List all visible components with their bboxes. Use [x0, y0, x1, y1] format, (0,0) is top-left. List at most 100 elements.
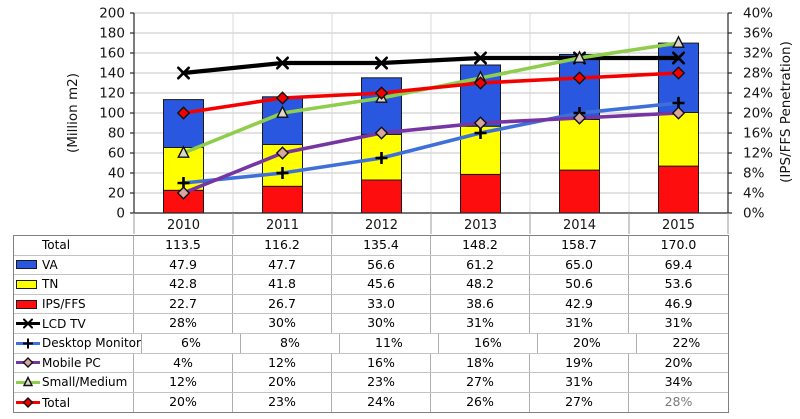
right-axis-tick-label: 32% [743, 46, 773, 62]
legend-swatch-box [14, 279, 42, 289]
left-axis-tick-label: 20 [108, 186, 125, 202]
line-series-total [176, 66, 686, 120]
data-table: Total 113.5 116.2 135.4 148.2 158.7 170.0 VA 47.… [13, 235, 729, 414]
legend-swatch-box [14, 356, 42, 369]
value-cell: 12% [233, 353, 332, 373]
plus-marker [23, 338, 33, 349]
x-marker [177, 66, 190, 80]
diamond-marker [572, 111, 587, 125]
combo-chart: 200 40% 180 36% 160 32% 140 28% 120 24% 100 20% 80 16… [65, 6, 794, 234]
bars-group [163, 42, 699, 214]
value-cell: 6% [142, 333, 241, 353]
x-axis-label: 2014 [563, 218, 596, 233]
value-cell: 4% [134, 353, 233, 373]
x-marker [672, 51, 685, 65]
row-label-cell: Mobile PC [14, 353, 134, 373]
triangle-marker [22, 375, 34, 387]
value-cell: 20% [134, 392, 233, 413]
value-cell: 16% [332, 353, 431, 373]
value-cell: 61.2 [431, 255, 530, 275]
diamond-legend-swatch [16, 397, 40, 409]
row-label: LCD TV [42, 316, 86, 331]
diamond-marker [176, 106, 191, 120]
legend-marker [23, 318, 33, 329]
right-axis-tick-label: 36% [743, 26, 773, 42]
line-series-mobile-pc [176, 106, 686, 200]
value-cell: 18% [431, 353, 530, 373]
value-cell: 65.0 [530, 255, 629, 275]
right-axis-tick-label: 8% [743, 166, 765, 182]
right-axis-tick-label: 28% [743, 66, 773, 82]
value-cell: 41.8 [233, 275, 332, 294]
bar-segment-tn [658, 112, 699, 167]
row-label: Total [42, 395, 71, 410]
row-label-cell: Total [14, 236, 134, 255]
diamond-marker [473, 76, 488, 90]
row-label: Mobile PC [42, 355, 101, 370]
table-row-total: Total 113.5 116.2 135.4 148.2 158.7 170.0 [14, 236, 728, 256]
bar-segment-ips-ffs [361, 179, 402, 214]
right-axis-tick-label: 40% [743, 6, 773, 22]
gridlines [134, 12, 728, 213]
x-marker [23, 318, 33, 329]
left-axis-tick-label: 40 [108, 166, 125, 182]
value-cell: 56.6 [332, 255, 431, 275]
x-axis-label: 2010 [167, 218, 200, 233]
diamond-marker [176, 186, 191, 200]
series-line [183, 71, 679, 115]
row-label: Total [42, 238, 71, 253]
x-marker [474, 51, 487, 65]
triangle-marker [177, 145, 190, 158]
value-cell: 47.9 [134, 255, 233, 275]
right-axis-tick-label: 0% [743, 206, 765, 222]
right-axis-tick-label: 4% [743, 186, 765, 202]
value-cell: 31% [530, 314, 629, 333]
value-cell: 30% [332, 314, 431, 333]
row-label-cell: LCD TV [14, 314, 134, 333]
left-axis-tick-label: 60 [108, 146, 125, 162]
value-cell: 30% [233, 314, 332, 333]
value-cell: 20% [538, 333, 637, 353]
bar-segment-ips-ffs [658, 165, 699, 214]
value-cell: 31% [431, 314, 530, 333]
diamond-marker [275, 91, 290, 105]
legend-swatch-box [14, 375, 42, 389]
legend-marker [23, 338, 33, 349]
left-axis-tick-label: 200 [99, 6, 125, 22]
value-cell: 27% [431, 373, 530, 392]
value-cell: 53.6 [664, 276, 693, 292]
diamond-legend-swatch [16, 357, 40, 369]
table-row-lcd-tv: LCD TV 28% 30% 30% 31% 31% 31% [14, 314, 728, 334]
left-axis-title: (Million m2) [65, 72, 81, 154]
diamond-marker [275, 146, 290, 160]
plus-marker [276, 167, 289, 179]
triangle-marker [276, 105, 289, 118]
value-cell: 26.7 [233, 294, 332, 314]
row-label-cell: TN [14, 275, 134, 294]
left-axis-tick-label: 0 [116, 206, 125, 222]
value-cell: 20% [233, 373, 332, 392]
row-label-cell: IPS/FFS [14, 294, 134, 314]
value-cell: 46.9 [664, 295, 693, 311]
value-cell: 31% [530, 373, 629, 392]
table-row-desktop-monitor: Desktop Monitor 6% 8% 11% 16% 20% 22% [14, 333, 728, 354]
table-row-va: VA 47.9 47.7 56.6 61.2 65.0 69.4 [14, 255, 728, 276]
value-cell: 148.2 [431, 236, 530, 255]
value-cell: 33.0 [332, 294, 431, 314]
x-legend-swatch [16, 318, 40, 329]
row-label-cell: Small/Medium [14, 373, 134, 392]
chart-canvas: 200 40%180 36%160 32%140 28%120 24%100 20%80 16… [99, 6, 773, 234]
plus-legend-swatch [16, 338, 40, 349]
value-cell: 23% [233, 392, 332, 413]
row-label: VA [42, 257, 58, 272]
row-label-cell: Total [14, 392, 134, 413]
value-cell: 34% [664, 374, 693, 390]
legend-swatch-box [14, 337, 42, 350]
right-axis-title: (IPS/FFS Penetration) [778, 41, 794, 183]
legend-swatch-box [14, 260, 42, 270]
value-cell: 42.9 [530, 294, 629, 314]
left-axis-tick-label: 140 [99, 66, 125, 82]
bar-segment-ips-ffs [460, 173, 501, 214]
triangle-legend-swatch [16, 375, 40, 387]
